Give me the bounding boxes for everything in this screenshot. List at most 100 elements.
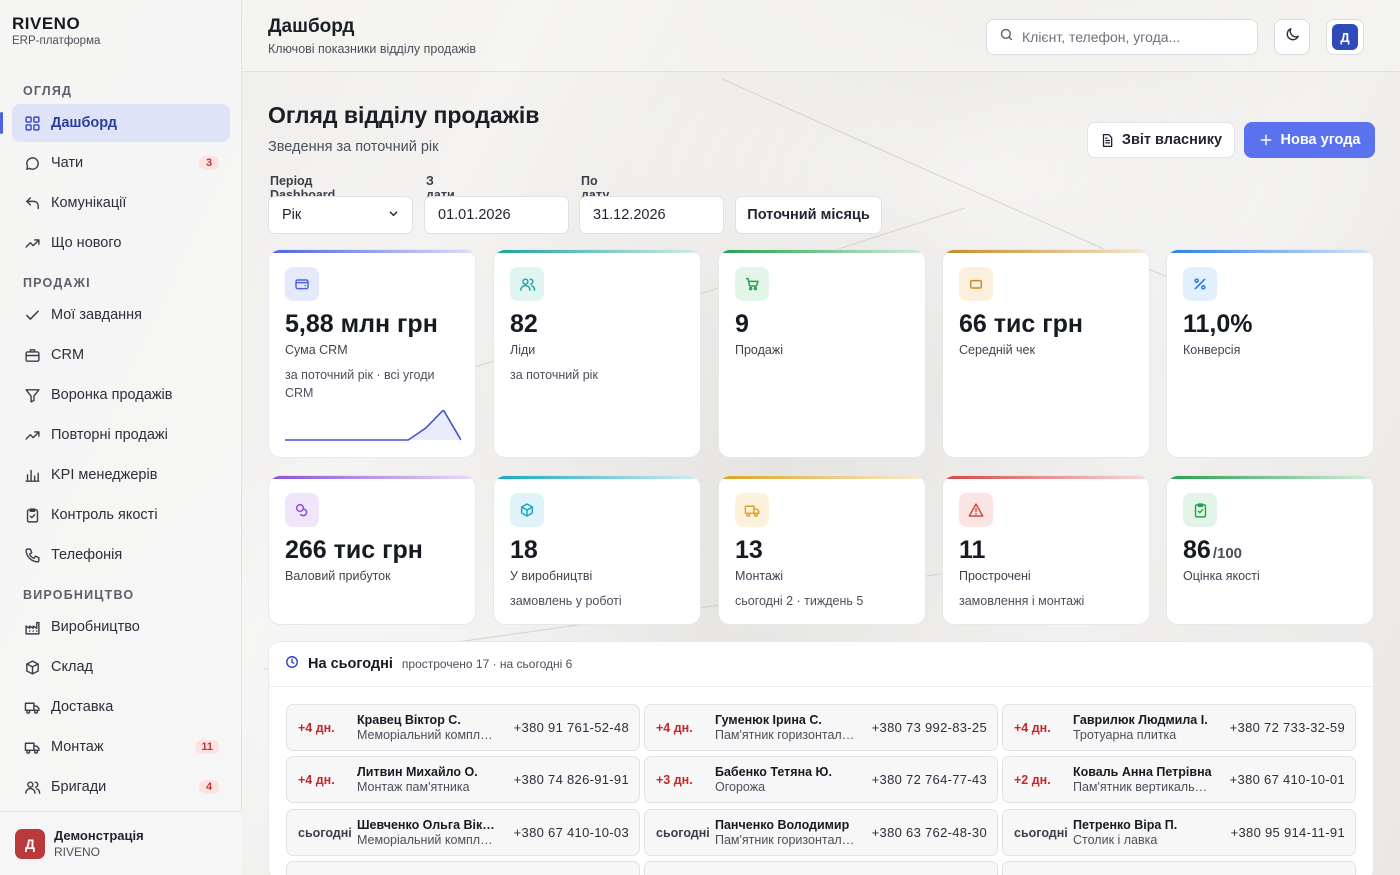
kpi-accent-stripe	[943, 476, 1149, 479]
kpi-value: 9	[735, 310, 749, 339]
client-name: Кравец Віктор С.	[357, 713, 461, 727]
sidebar-item[interactable]: Телефонія	[12, 536, 230, 574]
brand[interactable]: RIVENO ERP-платформа	[12, 14, 100, 47]
order-description: Пам'ятник горизонтальний	[715, 833, 855, 847]
kpi-label: Ліди	[510, 343, 536, 357]
sidebar-item[interactable]: Мої завдання	[12, 296, 230, 334]
search-box[interactable]	[986, 19, 1258, 55]
to-date-field[interactable]: 31.12.2026	[579, 196, 724, 234]
client-phone[interactable]: +380 72 764-77-43	[871, 772, 987, 787]
search-input[interactable]	[1022, 29, 1242, 45]
client-phone[interactable]: +380 95 914-11-91	[1230, 825, 1345, 840]
client-phone[interactable]: +380 72 733-32-59	[1229, 720, 1345, 735]
client-phone[interactable]: +380 67 410-10-01	[1229, 772, 1345, 787]
sidebar-item[interactable]: Чати 3	[12, 144, 230, 182]
to-date-value: 31.12.2026	[593, 207, 666, 223]
account-button[interactable]: Д	[1326, 19, 1364, 55]
kpi-card[interactable]: 9 Продажі	[718, 249, 926, 458]
count-badge: 4	[199, 780, 219, 794]
sidebar-item-label: Повторні продажі	[51, 427, 168, 443]
kpi-value: 66 тис грн	[959, 310, 1083, 339]
sidebar-item[interactable]: Комунікації	[12, 184, 230, 222]
kpi-card[interactable]: 11,0% Конверсія	[1166, 249, 1374, 458]
owner-report-label: Звіт власнику	[1121, 132, 1223, 148]
sidebar-item[interactable]: KPI менеджерів	[12, 456, 230, 494]
truck-icon	[735, 493, 769, 527]
task-item[interactable]: +4 дн. Кравец Віктор С. Меморіальний ком…	[286, 704, 640, 751]
kpi-note: за поточний рік	[510, 368, 598, 382]
chat-icon	[23, 154, 41, 172]
trend-icon	[23, 426, 41, 444]
kpi-card[interactable]: 66 тис грн Середній чек	[942, 249, 1150, 458]
check-icon	[23, 306, 41, 324]
user-profile[interactable]: Д Демонстрація RIVENO	[0, 811, 242, 875]
kpi-card[interactable]: 266 тис грн Валовий прибуток	[268, 475, 476, 625]
client-phone[interactable]: +380 73 992-83-25	[871, 720, 987, 735]
phone-icon	[23, 546, 41, 564]
today-header: На сьогодні прострочено 17 · на сьогодні…	[269, 642, 1373, 687]
sparkline-line	[285, 410, 461, 441]
sidebar-item[interactable]: Дашборд	[0, 104, 230, 142]
sidebar-item[interactable]: Монтаж 11	[12, 728, 230, 766]
task-due: сьогодні	[298, 825, 352, 840]
owner-report-button[interactable]: Звіт власнику	[1087, 122, 1235, 158]
kpi-value: 5,88 млн грн	[285, 310, 438, 339]
kpi-card[interactable]: 11 Прострочені замовлення і монтажі	[942, 475, 1150, 625]
task-item[interactable]: +4 дн. Гуменюк Ірина С. Пам'ятник горизо…	[644, 704, 998, 751]
kpi-card[interactable]: 5,88 млн грн Сума CRM за поточний рік · вс…	[268, 249, 476, 458]
order-description: Тротуарна плитка	[1073, 728, 1177, 742]
page-title: Дашборд	[268, 16, 355, 37]
from-date-field[interactable]: 01.01.2026	[424, 196, 569, 234]
sidebar-item[interactable]: Виробництво	[12, 608, 230, 646]
kpi-card[interactable]: 86/100 Оцінка якості	[1166, 475, 1374, 625]
client-phone[interactable]: +380 67 410-10-03	[513, 825, 629, 840]
sidebar-item[interactable]: CRM	[12, 336, 230, 374]
client-phone[interactable]: +380 74 826-91-91	[513, 772, 629, 787]
task-item[interactable]: +4 дн. Литвин Михайло О. Монтаж пам'ятни…	[286, 756, 640, 803]
kpi-accent-stripe	[494, 476, 700, 479]
sidebar-item[interactable]: Що нового	[12, 224, 230, 262]
sidebar-item[interactable]: Контроль якості	[12, 496, 230, 534]
sidebar-item[interactable]: Склад	[12, 648, 230, 686]
avatar: Д	[1332, 24, 1358, 50]
task-due: сьогодні	[1014, 825, 1068, 840]
sidebar-item[interactable]: Бригади 4	[12, 768, 230, 806]
task-item[interactable]	[644, 861, 998, 875]
task-item[interactable]: +2 дн. Коваль Анна Петрівна Пам'ятник ве…	[1002, 756, 1356, 803]
sidebar-item-label: Чати	[51, 155, 84, 171]
page-subtitle: Ключові показники відділу продажів	[268, 42, 477, 56]
task-item[interactable]: сьогодні Петренко Віра П. Столик і лавка…	[1002, 809, 1356, 856]
kpi-value-text: 11	[959, 536, 986, 564]
task-item[interactable]: сьогодні Панченко Володимир Пам'ятник го…	[644, 809, 998, 856]
new-deal-button[interactable]: Нова угода	[1244, 122, 1375, 158]
kpi-accent-stripe	[494, 250, 700, 253]
task-item[interactable]: +3 дн. Бабенко Тетяна Ю. Огорожа +380 72…	[644, 756, 998, 803]
period-select[interactable]: Рік	[268, 196, 413, 234]
dashboard-icon	[23, 114, 41, 132]
client-phone[interactable]: +380 91 761-52-48	[513, 720, 629, 735]
kpi-value: 86/100	[1183, 536, 1242, 565]
plus-icon	[1259, 133, 1273, 147]
kpi-value-text: 13	[735, 536, 763, 564]
current-month-button[interactable]: Поточний місяць	[735, 196, 882, 234]
task-item[interactable]: +4 дн. Гаврилюк Людмила І. Тротуарна пли…	[1002, 704, 1356, 751]
kpi-value: 266 тис грн	[285, 536, 423, 565]
kpi-value-text: 82	[510, 310, 538, 338]
kpi-card[interactable]: 13 Монтажі сьогодні 2 · тиждень 5	[718, 475, 926, 625]
kpi-card[interactable]: 18 У виробництві замовлень у роботі	[493, 475, 701, 625]
task-due: +2 дн.	[1014, 772, 1051, 787]
nav-section-title: ПРОДАЖІ	[23, 276, 91, 290]
sidebar-item[interactable]: Повторні продажі	[12, 416, 230, 454]
task-item[interactable]	[1002, 861, 1356, 875]
sidebar-item[interactable]: Воронка продажів	[12, 376, 230, 414]
sidebar-item-label: CRM	[51, 347, 85, 363]
client-phone[interactable]: +380 63 762-48-30	[871, 825, 987, 840]
bar-chart-icon	[23, 466, 41, 484]
period-value: Рік	[282, 207, 302, 223]
kpi-card[interactable]: 82 Ліди за поточний рік	[493, 249, 701, 458]
theme-toggle-button[interactable]	[1274, 19, 1310, 55]
sidebar-item[interactable]: Доставка	[12, 688, 230, 726]
task-item[interactable]	[286, 861, 640, 875]
task-item[interactable]: сьогодні Шевченко Ольга Вікторівна Мемор…	[286, 809, 640, 856]
user-name: Демонстрація	[54, 828, 144, 843]
